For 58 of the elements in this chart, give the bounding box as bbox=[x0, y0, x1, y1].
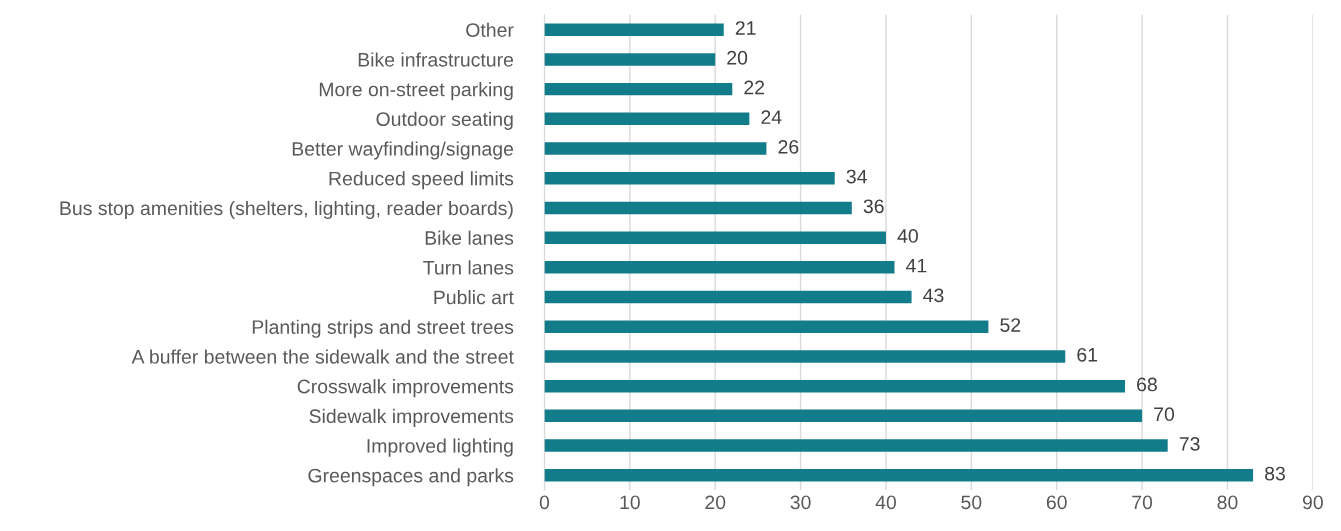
y-tick-label: Bus stop amenities (shelters, lighting, reader boards) bbox=[60, 200, 513, 220]
y-tick-label: Bike lanes bbox=[425, 230, 514, 245]
data-label: 61 bbox=[1077, 347, 1098, 362]
data-label: 26 bbox=[778, 139, 799, 154]
bar bbox=[544, 350, 1066, 363]
data-label: 41 bbox=[906, 258, 927, 273]
data-label: 24 bbox=[761, 110, 782, 124]
y-tick-label: Public art bbox=[434, 290, 514, 305]
y-tick-label: Outdoor seating bbox=[376, 111, 513, 130]
x-tick-label: 20 bbox=[705, 495, 726, 510]
x-tick-label: 70 bbox=[1132, 495, 1153, 510]
y-tick-label: Bike infrastructure bbox=[358, 52, 514, 67]
x-tick-label: 80 bbox=[1217, 495, 1238, 510]
y-tick-label: More on-street parking bbox=[319, 82, 513, 101]
data-label: 34 bbox=[846, 169, 867, 184]
x-tick-label: 90 bbox=[1302, 495, 1323, 510]
data-label: 70 bbox=[1154, 407, 1175, 422]
bar bbox=[544, 469, 1254, 482]
bar bbox=[544, 379, 1126, 393]
bar bbox=[544, 231, 886, 244]
y-tick-label: Better wayfinding/signage bbox=[292, 141, 514, 160]
y-tick-label: A buffer between the sidewalk and the street bbox=[131, 349, 514, 364]
x-tick-label: 50 bbox=[961, 495, 982, 510]
bar bbox=[544, 53, 716, 66]
data-label: 36 bbox=[863, 199, 884, 214]
bar bbox=[544, 23, 724, 36]
data-label: 22 bbox=[744, 80, 765, 95]
y-tick-label: Other bbox=[466, 22, 514, 37]
bar bbox=[544, 439, 1168, 452]
bar bbox=[544, 82, 733, 96]
x-tick-label: 10 bbox=[620, 495, 640, 510]
x-tick-label: 0 bbox=[539, 495, 550, 510]
bar bbox=[544, 320, 989, 333]
bar bbox=[544, 409, 1143, 423]
data-label: 52 bbox=[1000, 318, 1021, 332]
data-label: 73 bbox=[1179, 437, 1200, 451]
bar bbox=[544, 142, 767, 155]
data-label: 21 bbox=[735, 21, 756, 35]
data-label: 68 bbox=[1137, 377, 1157, 392]
data-label: 43 bbox=[923, 288, 944, 303]
bar bbox=[544, 201, 852, 215]
bar bbox=[544, 172, 835, 185]
y-tick-label: Reduced speed limits bbox=[329, 171, 514, 190]
data-label: 83 bbox=[1265, 466, 1285, 481]
bar bbox=[544, 112, 750, 126]
y-tick-label: Sidewalk improvements bbox=[309, 408, 514, 427]
y-tick-label: Planting strips and street trees bbox=[252, 319, 514, 338]
x-tick-label: 60 bbox=[1046, 495, 1067, 510]
x-tick-label: 30 bbox=[790, 495, 811, 510]
bar bbox=[544, 261, 895, 274]
y-tick-label: Improved lighting bbox=[367, 438, 513, 457]
data-label: 20 bbox=[727, 50, 748, 65]
y-tick-label: Turn lanes bbox=[423, 260, 514, 275]
data-label: 40 bbox=[897, 229, 918, 243]
y-tick-label: Greenspaces and parks bbox=[308, 468, 514, 487]
x-tick-label: 40 bbox=[875, 495, 897, 510]
bar bbox=[544, 290, 912, 304]
y-tick-label: Crosswalk improvements bbox=[297, 379, 514, 398]
